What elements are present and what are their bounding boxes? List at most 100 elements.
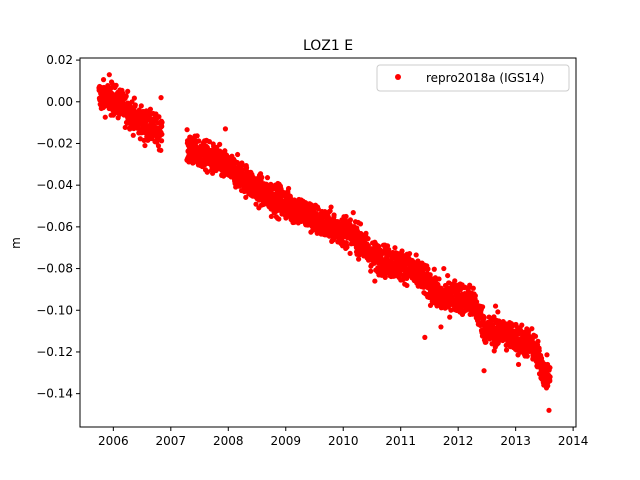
data-point [159,119,165,125]
chart-title: LOZ1 E [303,38,353,54]
x-tick-label: 2006 [98,434,129,448]
data-point [344,244,350,250]
y-tick-label: 0.02 [46,53,73,67]
data-point [441,265,447,272]
data-point [147,106,154,112]
data-point [532,333,539,339]
data-point [217,141,223,147]
data-point [446,280,452,286]
data-point [327,208,333,214]
data-point [431,266,437,272]
data-point [436,276,442,282]
data-point [363,230,369,236]
data-point [132,102,138,108]
legend: repro2018a (IGS14) [376,64,570,92]
y-axis-label: m [9,237,23,249]
data-point [158,147,164,153]
data-point [438,324,444,330]
data-points [96,72,553,413]
data-point [406,251,413,257]
data-point [382,274,388,281]
y-tick-label: −0.12 [36,345,73,359]
data-point [515,361,522,368]
data-point [519,322,525,328]
data-point [268,213,274,220]
data-point [129,99,135,105]
data-point [131,95,137,101]
data-point [142,142,148,149]
data-point [159,123,165,129]
data-point [544,352,550,358]
data-point [206,139,213,145]
x-tick-label: 2008 [213,434,244,448]
x-tick-label: 2009 [270,434,301,448]
data-point [392,245,398,251]
data-point [328,204,334,210]
data-point [113,82,119,88]
data-point [415,258,421,264]
y-tick-label: −0.10 [36,303,73,317]
y-tick-label: −0.14 [36,387,73,401]
x-tick-label: 2010 [328,434,359,448]
data-point [223,152,230,158]
data-point [343,213,349,220]
legend-marker [395,74,401,80]
data-point [399,248,405,254]
data-point [158,138,165,144]
data-point [125,88,131,94]
data-point [158,95,164,101]
data-point [414,280,420,286]
data-point [547,378,553,384]
data-point [529,326,535,332]
data-point [472,293,478,299]
data-point [467,282,473,288]
data-point [204,169,211,175]
data-point [448,307,454,313]
y-axis: 0.02 0.00 −0.02 −0.04 −0.06 −0.08 −0.10 −0.12 −0… [36,53,80,401]
data-point [100,77,107,83]
data-point [535,338,541,344]
data-point [365,236,371,242]
data-point [235,151,241,158]
y-tick-label: −0.06 [36,220,73,234]
data-point [155,143,162,149]
y-tick-label: −0.02 [36,136,73,150]
data-point [427,302,434,308]
data-point [536,348,542,354]
data-point [492,303,499,309]
x-tick-label: 2012 [443,434,474,448]
data-point [285,185,292,192]
data-point [347,250,353,256]
data-point [156,114,162,120]
data-point [481,368,487,374]
x-tick-label: 2014 [558,434,589,448]
data-point [130,132,136,138]
x-axis: 2006 2007 2008 2009 2010 2011 2012 2013 2014 [98,427,588,448]
data-point [413,252,419,258]
y-tick-label: 0.00 [46,95,73,109]
data-point [425,266,431,272]
data-point [474,299,480,305]
data-point [355,247,361,253]
data-point [159,131,165,137]
data-point [264,175,271,181]
data-point [480,304,486,310]
data-point [547,365,553,371]
legend-box [376,64,570,92]
data-point [368,268,374,274]
data-point [445,272,451,279]
data-point [123,93,129,99]
x-tick-label: 2011 [385,434,416,448]
y-tick-label: −0.08 [36,262,73,276]
data-point [447,314,453,320]
data-point [356,256,362,262]
data-point [483,339,489,345]
data-point [546,407,552,413]
data-point [102,114,108,120]
data-point [357,221,364,227]
data-point [222,126,229,132]
data-point [404,282,410,289]
plot-area-frame [79,57,577,428]
x-tick-label: 2007 [156,434,187,448]
data-point [253,201,259,207]
